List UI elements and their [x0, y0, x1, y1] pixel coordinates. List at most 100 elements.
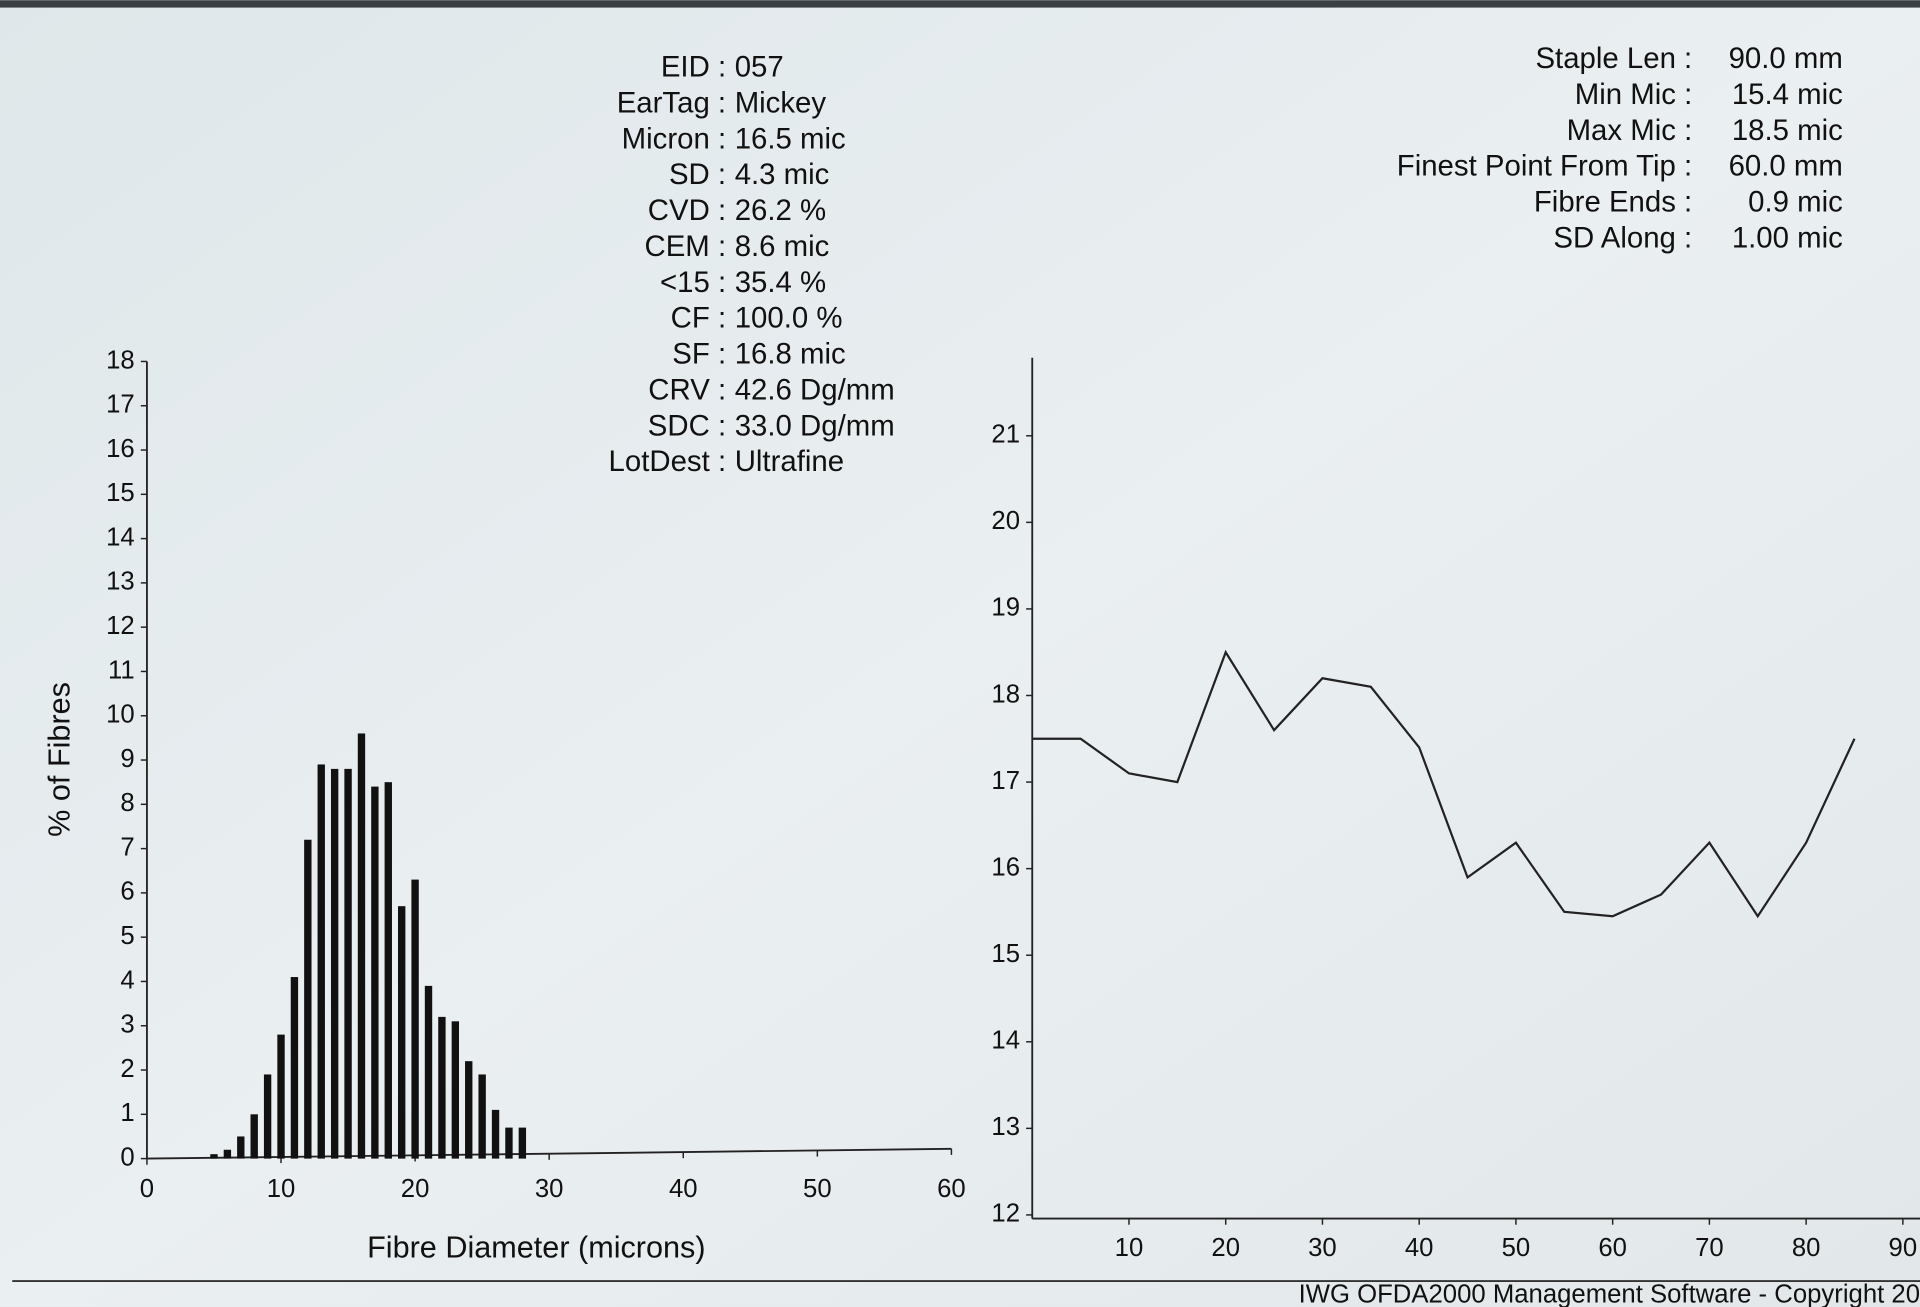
y-tick-label: 5 — [120, 922, 134, 950]
stat-label: CVD : — [648, 194, 726, 227]
bar — [451, 1021, 460, 1159]
bar — [478, 1074, 486, 1159]
stat-value: 057 — [735, 51, 784, 84]
stat-value: 1.00 mic — [1732, 221, 1843, 254]
x-tick-label: 30 — [1308, 1234, 1337, 1262]
bar — [277, 1034, 285, 1159]
y-tick-label: 17 — [106, 391, 135, 419]
stat-label: SDC : — [648, 409, 726, 442]
y-tick-label: 10 — [106, 701, 135, 729]
bar — [330, 768, 339, 1159]
x-tick-label: 10 — [1115, 1234, 1144, 1262]
y-tick-label: 13 — [991, 1113, 1020, 1141]
bar — [491, 1109, 500, 1159]
x-tick-label: 70 — [1695, 1234, 1724, 1262]
stat-label: Micron : — [622, 122, 726, 155]
y-tick-label: 9 — [120, 745, 134, 773]
bar — [290, 977, 299, 1159]
bar — [344, 768, 352, 1159]
stat-value: 100.0 % — [735, 302, 843, 335]
bar — [518, 1127, 527, 1159]
stat-value: 4.3 mic — [735, 158, 830, 191]
bar — [505, 1127, 513, 1159]
bar — [424, 985, 433, 1159]
y-tick-label: 15 — [106, 479, 135, 507]
stat-label: Min Mic : — [1575, 78, 1693, 111]
stat-value: 90.0 mm — [1729, 42, 1843, 75]
bar — [465, 1061, 473, 1159]
y-tick-label: 12 — [106, 612, 135, 640]
bar — [371, 786, 379, 1159]
y-tick-label: 12 — [991, 1200, 1020, 1228]
y-tick-label: 8 — [120, 789, 134, 817]
data-line — [1032, 649, 1856, 919]
bar — [411, 879, 419, 1159]
y-tick-label: 19 — [991, 594, 1020, 622]
bar — [384, 782, 392, 1159]
stat-value: 15.4 mic — [1732, 78, 1843, 111]
y-tick-label: 13 — [106, 568, 135, 596]
stat-label: CRV : — [648, 373, 726, 406]
top-border — [0, 0, 1920, 8]
stat-value: 18.5 mic — [1732, 114, 1843, 147]
x-tick-label: 60 — [1598, 1234, 1627, 1262]
bar — [304, 839, 312, 1159]
x-tick-label: 10 — [267, 1175, 296, 1203]
bar — [223, 1149, 232, 1159]
stat-value: 60.0 mm — [1729, 150, 1843, 183]
x-tick-label: 50 — [1502, 1234, 1531, 1262]
stat-label: Max Mic : — [1567, 114, 1693, 147]
stat-label: EarTag : — [617, 86, 726, 119]
x-tick-label: 30 — [535, 1175, 564, 1203]
stat-label: SD Along : — [1553, 221, 1692, 254]
y-tick-label: 11 — [108, 656, 135, 684]
y-tick-label: 4 — [120, 966, 134, 994]
bar — [237, 1136, 245, 1159]
y-tick-label: 16 — [991, 853, 1020, 881]
stat-value: 35.4 % — [735, 266, 826, 299]
footer-text: IWG OFDA2000 Management Software - Copyr… — [1299, 1281, 1920, 1307]
stat-label: Finest Point From Tip : — [1397, 150, 1692, 183]
stat-label: SF : — [672, 338, 726, 371]
x-axis-title: Fibre Diameter (microns) — [367, 1230, 705, 1264]
bar — [357, 733, 366, 1159]
y-tick-label: 7 — [120, 833, 134, 861]
stat-label: EID : — [661, 51, 726, 84]
stat-label: Fibre Ends : — [1534, 186, 1692, 219]
stat-label: CF : — [671, 302, 726, 335]
bar — [438, 1016, 446, 1159]
x-tick-label: 0 — [140, 1175, 154, 1203]
x-tick-label: 20 — [401, 1175, 430, 1203]
bar — [250, 1114, 258, 1159]
stat-label: LotDest : — [609, 445, 727, 478]
y-tick-label: 2 — [120, 1055, 134, 1083]
y-tick-label: 14 — [106, 523, 135, 551]
stat-value: 0.9 mic — [1748, 186, 1843, 219]
y-tick-label: 0 — [120, 1143, 134, 1171]
stat-value: Mickey — [735, 86, 827, 119]
y-tick-label: 17 — [991, 767, 1020, 795]
stat-label: Staple Len : — [1535, 42, 1692, 75]
y-tick-label: 18 — [991, 680, 1020, 708]
bar — [263, 1074, 272, 1159]
bar — [317, 764, 325, 1159]
y-tick-label: 3 — [120, 1011, 134, 1039]
stat-label: <15 : — [660, 266, 726, 299]
x-tick-label: 40 — [669, 1175, 698, 1203]
x-tick-label: 80 — [1792, 1234, 1821, 1262]
stat-value: 42.6 Dg/mm — [735, 373, 895, 406]
stat-label: CEM : — [645, 230, 727, 263]
stat-value: 16.8 mic — [735, 338, 846, 371]
x-tick-label: 90 — [1889, 1234, 1918, 1262]
y-tick-label: 1 — [120, 1099, 134, 1127]
bar — [398, 906, 406, 1159]
stat-value: 26.2 % — [735, 194, 826, 227]
y-axis-title: % of Fibres — [42, 682, 76, 837]
y-tick-label: 21 — [991, 421, 1020, 449]
stat-label: SD : — [669, 158, 726, 191]
y-tick-label: 16 — [106, 435, 135, 463]
y-tick-label: 18 — [106, 346, 135, 374]
stat-value: 33.0 Dg/mm — [735, 409, 895, 442]
